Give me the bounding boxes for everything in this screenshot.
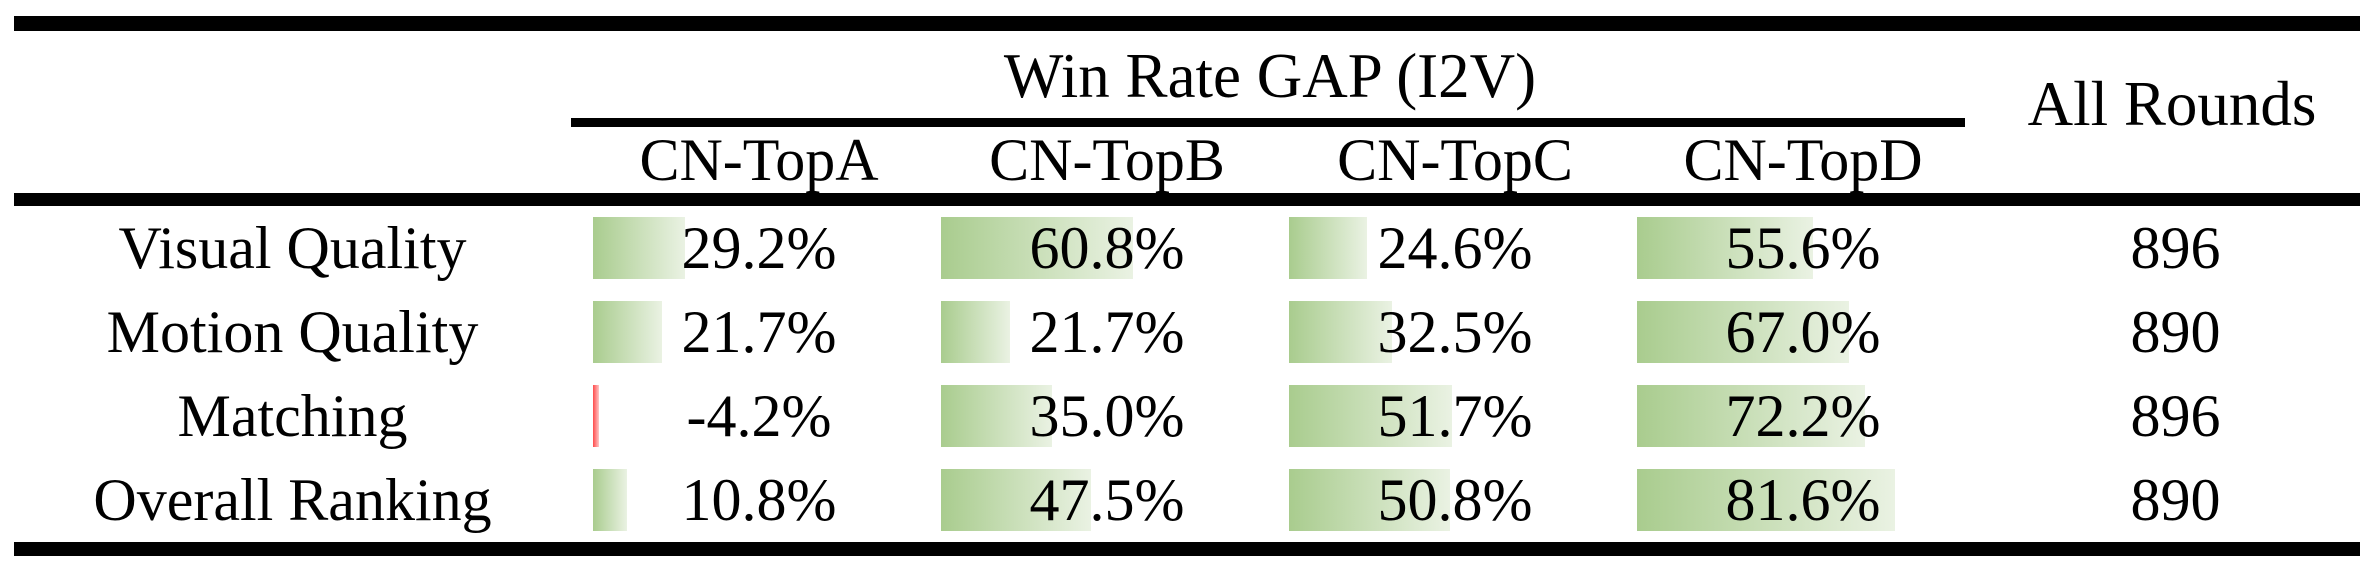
table-cell: 35.0% bbox=[933, 374, 1281, 458]
table-cell: 50.8% bbox=[1281, 458, 1629, 542]
table-cell: 29.2% bbox=[585, 206, 933, 290]
column-header-row: CN-TopA CN-TopB CN-TopC CN-TopD bbox=[585, 127, 1977, 193]
data-bar bbox=[1289, 301, 1392, 363]
data-bar bbox=[593, 469, 628, 531]
data-bar bbox=[1289, 469, 1450, 531]
column-group-header: Win Rate GAP (I2V) bbox=[1003, 41, 1537, 111]
table-cell: 51.7% bbox=[1281, 374, 1629, 458]
column-header-cn-topb: CN-TopB bbox=[989, 127, 1225, 193]
row-label: Matching bbox=[177, 382, 408, 449]
group-header-underline bbox=[571, 118, 1965, 127]
table-row-matching: Matching -4.2% 35.0% 51.7% 72.2% 896 bbox=[0, 374, 2374, 458]
column-header-cn-topa: CN-TopA bbox=[639, 127, 879, 193]
table-cell: 24.6% bbox=[1281, 206, 1629, 290]
table-row-motion-quality: Motion Quality 21.7% 21.7% 32.5% 67.0% 8… bbox=[0, 290, 2374, 374]
table-cell: 21.7% bbox=[585, 290, 933, 374]
data-bar bbox=[593, 217, 686, 279]
table-row-visual-quality: Visual Quality 29.2% 60.8% 24.6% 55.6% 8… bbox=[0, 206, 2374, 290]
column-header-cn-topc: CN-TopC bbox=[1337, 127, 1573, 193]
data-bar bbox=[941, 385, 1052, 447]
column-header-all-rounds: All Rounds bbox=[2027, 69, 2317, 139]
cell-value: 10.8% bbox=[681, 466, 837, 533]
table-cell: 67.0% bbox=[1629, 290, 1977, 374]
data-bar bbox=[593, 301, 662, 363]
cell-value: 50.8% bbox=[1377, 466, 1533, 533]
data-bar bbox=[1637, 217, 1813, 279]
cell-value: 24.6% bbox=[1377, 214, 1533, 281]
table-cell: 10.8% bbox=[585, 458, 933, 542]
data-bar bbox=[1289, 385, 1453, 447]
row-label: Visual Quality bbox=[118, 214, 467, 281]
cell-value: 32.5% bbox=[1377, 298, 1533, 365]
table-cell: 81.6% bbox=[1629, 458, 1977, 542]
data-bar bbox=[1637, 469, 1895, 531]
cell-value: 55.6% bbox=[1725, 214, 1881, 281]
table-row-overall-ranking: Overall Ranking 10.8% 47.5% 50.8% 81.6% … bbox=[0, 458, 2374, 542]
table-bottom-rule bbox=[14, 542, 2360, 556]
row-label: Motion Quality bbox=[106, 298, 479, 365]
cell-value: 21.7% bbox=[1029, 298, 1185, 365]
data-bar bbox=[1637, 301, 1849, 363]
table-cell: 21.7% bbox=[933, 290, 1281, 374]
table-cell: 32.5% bbox=[1281, 290, 1629, 374]
cell-value: -4.2% bbox=[686, 382, 832, 449]
all-rounds-value: 896 bbox=[2130, 382, 2221, 449]
all-rounds-value: 890 bbox=[2130, 466, 2221, 533]
all-rounds-value: 890 bbox=[2130, 298, 2221, 365]
data-bar bbox=[1637, 385, 1866, 447]
table-cell: 72.2% bbox=[1629, 374, 1977, 458]
data-bar bbox=[1289, 217, 1367, 279]
table-cell: 47.5% bbox=[933, 458, 1281, 542]
data-bar bbox=[941, 301, 1010, 363]
data-bar bbox=[593, 385, 599, 447]
header-body-separator-rule bbox=[14, 193, 2360, 206]
cell-value: 72.2% bbox=[1725, 382, 1881, 449]
cell-value: 67.0% bbox=[1725, 298, 1881, 365]
cell-value: 47.5% bbox=[1029, 466, 1185, 533]
cell-value: 51.7% bbox=[1377, 382, 1533, 449]
data-bar bbox=[941, 217, 1134, 279]
table-cell: 60.8% bbox=[933, 206, 1281, 290]
table-cell: -4.2% bbox=[585, 374, 933, 458]
cell-value: 29.2% bbox=[681, 214, 837, 281]
column-header-cn-topd: CN-TopD bbox=[1683, 127, 1923, 193]
cell-value: 21.7% bbox=[681, 298, 837, 365]
cell-value: 81.6% bbox=[1725, 466, 1881, 533]
row-label: Overall Ranking bbox=[93, 466, 492, 533]
table-body: Visual Quality 29.2% 60.8% 24.6% 55.6% 8… bbox=[0, 206, 2374, 542]
data-bar bbox=[941, 469, 1092, 531]
cell-value: 35.0% bbox=[1029, 382, 1185, 449]
table-top-rule bbox=[14, 16, 2360, 31]
table-cell: 55.6% bbox=[1629, 206, 1977, 290]
cell-value: 60.8% bbox=[1029, 214, 1185, 281]
all-rounds-value: 896 bbox=[2130, 214, 2221, 281]
